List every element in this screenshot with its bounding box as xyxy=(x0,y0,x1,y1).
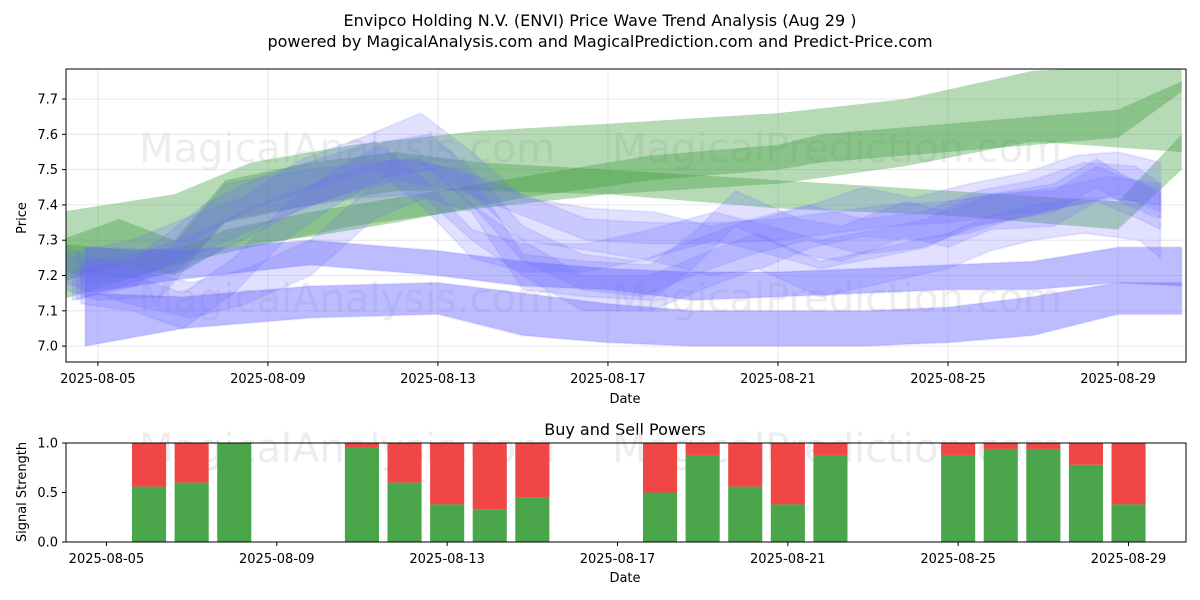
green-wave-band-1 xyxy=(66,81,1182,279)
sell-bar-2025-08-19 xyxy=(685,443,720,455)
chart-title: Envipco Holding N.V. (ENVI) Price Wave T… xyxy=(344,11,857,30)
price-gridlines xyxy=(66,69,1186,362)
buy-sell-bars xyxy=(132,443,1146,542)
powers-y-tick-label: 0.5 xyxy=(37,486,58,501)
price-y-ticks: 7.0 7.1 7.2 7.3 7.4 7.5 7.6 7.7 xyxy=(37,93,66,355)
buy-bar-2025-08-22 xyxy=(813,454,848,542)
buy-bar-2025-08-29 xyxy=(1111,504,1146,542)
sell-bar-2025-08-06 xyxy=(132,443,167,487)
powers-y-tick-label: 1.0 xyxy=(37,437,58,452)
price-x-tick-label: 2025-08-05 xyxy=(60,372,136,387)
blue-wave-band-7 xyxy=(79,133,1162,330)
price-x-tick-label: 2025-08-29 xyxy=(1080,372,1156,387)
price-y-tick-label: 7.2 xyxy=(37,269,58,284)
price-y-tick-label: 7.6 xyxy=(37,128,58,143)
buy-sell-powers-plot: MagicalAnalysis.com MagicalPrediction.co… xyxy=(15,426,1187,586)
sell-bar-2025-08-22 xyxy=(813,443,848,455)
price-x-axis-label: Date xyxy=(609,392,640,407)
buy-bar-2025-08-11 xyxy=(344,447,379,542)
buy-bar-2025-08-14 xyxy=(472,509,507,542)
powers-y-tick-label: 0.0 xyxy=(37,536,58,551)
powers-x-tick-label: 2025-08-29 xyxy=(1091,552,1167,567)
buy-bar-2025-08-08 xyxy=(217,443,252,542)
buy-bar-2025-08-12 xyxy=(387,482,422,542)
blue-wave-band-3 xyxy=(66,158,1162,302)
sell-bar-2025-08-18 xyxy=(643,443,678,493)
blue-wave-band-2 xyxy=(84,281,1183,348)
price-x-tick-label: 2025-08-21 xyxy=(740,372,816,387)
powers-x-ticks: 2025-08-05 2025-08-09 2025-08-13 2025-08-17… xyxy=(69,542,1167,567)
sell-bar-2025-08-11 xyxy=(344,443,379,447)
price-plot-frame xyxy=(65,68,1187,363)
powers-x-tick-label: 2025-08-17 xyxy=(580,552,656,567)
price-x-tick-label: 2025-08-13 xyxy=(400,372,476,387)
green-wave-band-3 xyxy=(66,134,1182,281)
blue-wave-band-1 xyxy=(84,239,1183,302)
powers-y-axis-label: Signal Strength xyxy=(15,442,30,542)
buy-bar-2025-08-19 xyxy=(685,454,720,542)
buy-bar-2025-08-28 xyxy=(1068,464,1103,542)
buy-bar-2025-08-13 xyxy=(430,504,465,542)
price-wave-plot: MagicalAnalysis.com MagicalPrediction.co… xyxy=(15,68,1187,407)
powers-x-axis-label: Date xyxy=(609,571,640,586)
watermark-prediction-top: MagicalPrediction.com xyxy=(612,126,1062,172)
sell-bar-2025-08-21 xyxy=(770,443,805,505)
powers-x-tick-label: 2025-08-13 xyxy=(409,552,485,567)
powers-y-ticks: 0.0 0.5 1.0 xyxy=(37,437,66,551)
blue-wave-band-4 xyxy=(66,161,1162,319)
chart-subtitle: powered by MagicalAnalysis.com and Magic… xyxy=(267,32,932,51)
sell-bar-2025-08-28 xyxy=(1068,443,1103,465)
price-wave-bands xyxy=(66,69,1183,348)
sell-bar-2025-08-07 xyxy=(174,443,209,483)
sell-bar-2025-08-20 xyxy=(728,443,763,487)
price-y-axis-label: Price xyxy=(15,202,30,234)
buy-bar-2025-08-15 xyxy=(515,497,550,542)
powers-x-tick-label: 2025-08-05 xyxy=(69,552,145,567)
price-x-tick-label: 2025-08-09 xyxy=(230,372,306,387)
price-y-tick-label: 7.1 xyxy=(37,304,58,319)
buy-bar-2025-08-06 xyxy=(132,486,167,542)
sell-bar-2025-08-27 xyxy=(1026,443,1061,449)
sell-bar-2025-08-25 xyxy=(941,443,976,455)
price-y-tick-label: 7.4 xyxy=(37,198,58,213)
price-x-tick-label: 2025-08-25 xyxy=(910,372,986,387)
powers-x-tick-label: 2025-08-21 xyxy=(750,552,826,567)
sell-bar-2025-08-12 xyxy=(387,443,422,483)
sell-bar-2025-08-14 xyxy=(472,443,507,510)
price-y-tick-label: 7.3 xyxy=(37,234,58,249)
price-y-tick-label: 7.7 xyxy=(37,93,58,108)
powers-x-tick-label: 2025-08-25 xyxy=(920,552,996,567)
price-y-tick-label: 7.0 xyxy=(37,340,58,355)
powers-x-tick-label: 2025-08-09 xyxy=(239,552,315,567)
buy-bar-2025-08-20 xyxy=(728,486,763,542)
watermark-analysis-top: MagicalAnalysis.com xyxy=(139,126,555,172)
watermark-analysis-mid: MagicalAnalysis.com xyxy=(139,276,555,322)
blue-wave-band-8 xyxy=(79,158,1162,284)
powers-title: Buy and Sell Powers xyxy=(544,420,706,439)
price-x-ticks: 2025-08-05 2025-08-09 2025-08-13 2025-08-17… xyxy=(60,362,1156,387)
price-x-tick-label: 2025-08-17 xyxy=(570,372,646,387)
buy-bar-2025-08-25 xyxy=(941,454,976,542)
buy-bar-2025-08-27 xyxy=(1026,448,1061,542)
watermark-prediction-mid: MagicalPrediction.com xyxy=(612,276,1062,322)
blue-wave-band-5 xyxy=(71,140,1162,302)
sell-bar-2025-08-29 xyxy=(1111,443,1146,505)
price-y-tick-label: 7.5 xyxy=(37,163,58,178)
buy-bar-2025-08-26 xyxy=(983,448,1018,542)
sell-bar-2025-08-13 xyxy=(430,443,465,505)
buy-bar-2025-08-07 xyxy=(174,482,209,542)
blue-wave-band-6 xyxy=(75,112,1162,302)
sell-bar-2025-08-15 xyxy=(515,443,550,498)
sell-bar-2025-08-26 xyxy=(983,443,1018,449)
green-wave-band-2 xyxy=(66,69,1182,299)
buy-bar-2025-08-21 xyxy=(770,504,805,542)
buy-bar-2025-08-18 xyxy=(643,492,678,542)
price-plot-background xyxy=(66,69,1186,362)
